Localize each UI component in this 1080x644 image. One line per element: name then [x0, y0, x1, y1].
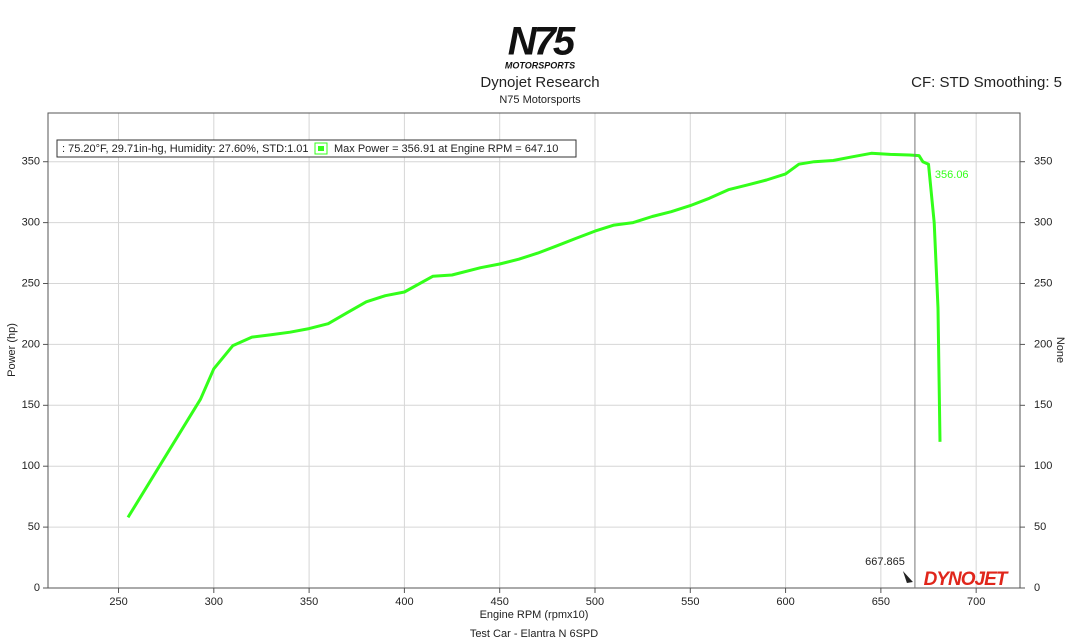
x-tick-label: 300	[205, 596, 223, 608]
y2-tick-label: 250	[1034, 277, 1052, 289]
y2-tick-label: 300	[1034, 217, 1052, 229]
y-tick-label: 250	[22, 277, 40, 289]
cursor-arrow	[902, 571, 913, 583]
y2-tick-label: 350	[1034, 156, 1052, 168]
settings-text: CF: STD Smoothing: 5	[911, 74, 1062, 91]
logo-subtitle: MOTORSPORTS	[505, 60, 575, 70]
x-tick-label: 700	[967, 596, 985, 608]
chart-title: Dynojet Research	[480, 74, 599, 91]
y2-tick-label: 50	[1034, 521, 1046, 533]
x-tick-label: 350	[300, 596, 318, 608]
y2-tick-label: 150	[1034, 399, 1052, 411]
y2-tick-label: 100	[1034, 460, 1052, 472]
conditions-text: : 75.20°F, 29.71in-hg, Humidity: 27.60%,…	[62, 143, 309, 155]
logo: N75	[508, 20, 576, 64]
x-tick-label: 550	[681, 596, 699, 608]
chart-subtitle: N75 Motorsports	[499, 94, 581, 106]
x-tick-label: 400	[395, 596, 413, 608]
y-axis-label: Power (hp)	[6, 323, 18, 377]
plot-frame	[47, 112, 1021, 589]
x-tick-label: 600	[776, 596, 794, 608]
footer: Test Car - Elantra N 6SPD	[470, 628, 598, 640]
y2-axis-label: None	[1054, 337, 1066, 363]
brand-logo: DYNOJET	[924, 569, 1009, 590]
x-tick-label: 250	[109, 596, 127, 608]
y2-tick-label: 0	[1034, 582, 1040, 594]
cursor-value-label: 356.06	[935, 169, 969, 181]
y-tick-label: 200	[22, 338, 40, 350]
y-tick-label: 0	[34, 582, 40, 594]
y-tick-label: 100	[22, 460, 40, 472]
cursor-x-label: 667.865	[865, 556, 905, 568]
x-tick-label: 500	[586, 596, 604, 608]
y-tick-label: 300	[22, 217, 40, 229]
legend-marker	[314, 142, 328, 155]
legend-label: Max Power = 356.91 at Engine RPM = 647.1…	[334, 143, 558, 155]
legend-marker	[318, 146, 324, 151]
power-line	[126, 151, 942, 519]
legend-box	[56, 139, 577, 158]
y-tick-label: 50	[28, 521, 40, 533]
x-tick-label: 650	[872, 596, 890, 608]
y-tick-label: 150	[22, 399, 40, 411]
x-axis-label: Engine RPM (rpmx10)	[480, 609, 589, 621]
y-tick-label: 350	[22, 156, 40, 168]
y2-tick-label: 200	[1034, 338, 1052, 350]
x-tick-label: 450	[491, 596, 509, 608]
